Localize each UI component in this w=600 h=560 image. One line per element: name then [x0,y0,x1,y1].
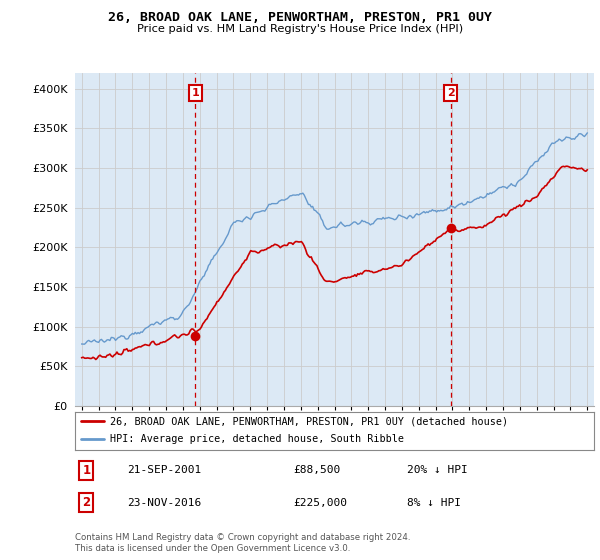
Text: £88,500: £88,500 [293,465,340,475]
Text: 1: 1 [191,88,199,98]
Text: 8% ↓ HPI: 8% ↓ HPI [407,498,461,508]
Text: 20% ↓ HPI: 20% ↓ HPI [407,465,468,475]
Text: HPI: Average price, detached house, South Ribble: HPI: Average price, detached house, Sout… [110,434,404,444]
Text: Contains HM Land Registry data © Crown copyright and database right 2024.
This d: Contains HM Land Registry data © Crown c… [75,533,410,553]
Text: 21-SEP-2001: 21-SEP-2001 [127,465,201,475]
Text: 1: 1 [82,464,91,477]
Text: Price paid vs. HM Land Registry's House Price Index (HPI): Price paid vs. HM Land Registry's House … [137,24,463,34]
Text: 2: 2 [82,496,91,510]
Text: 2: 2 [447,88,455,98]
Text: 23-NOV-2016: 23-NOV-2016 [127,498,201,508]
Text: 26, BROAD OAK LANE, PENWORTHAM, PRESTON, PR1 0UY (detached house): 26, BROAD OAK LANE, PENWORTHAM, PRESTON,… [110,416,508,426]
Text: 26, BROAD OAK LANE, PENWORTHAM, PRESTON, PR1 0UY: 26, BROAD OAK LANE, PENWORTHAM, PRESTON,… [108,11,492,24]
Text: £225,000: £225,000 [293,498,347,508]
